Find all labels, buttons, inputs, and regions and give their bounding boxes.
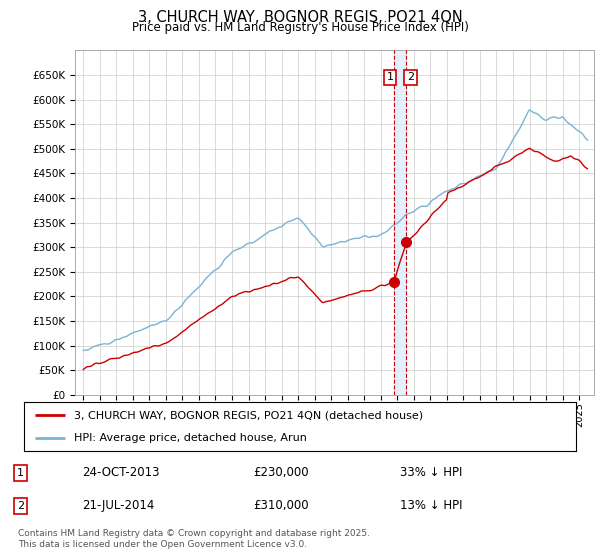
Text: Price paid vs. HM Land Registry's House Price Index (HPI): Price paid vs. HM Land Registry's House … xyxy=(131,21,469,34)
Text: 1: 1 xyxy=(386,72,394,82)
Text: 3, CHURCH WAY, BOGNOR REGIS, PO21 4QN: 3, CHURCH WAY, BOGNOR REGIS, PO21 4QN xyxy=(137,10,463,25)
Text: 3, CHURCH WAY, BOGNOR REGIS, PO21 4QN (detached house): 3, CHURCH WAY, BOGNOR REGIS, PO21 4QN (d… xyxy=(74,410,423,420)
Text: £230,000: £230,000 xyxy=(253,466,308,479)
Text: 2: 2 xyxy=(407,72,414,82)
Bar xyxy=(394,50,406,395)
Text: 24-OCT-2013: 24-OCT-2013 xyxy=(82,466,160,479)
Text: HPI: Average price, detached house, Arun: HPI: Average price, detached house, Arun xyxy=(74,433,307,442)
Text: 1: 1 xyxy=(17,468,24,478)
Text: Contains HM Land Registry data © Crown copyright and database right 2025.
This d: Contains HM Land Registry data © Crown c… xyxy=(18,529,370,549)
Text: 13% ↓ HPI: 13% ↓ HPI xyxy=(400,500,463,512)
Text: 21-JUL-2014: 21-JUL-2014 xyxy=(82,500,155,512)
Text: 33% ↓ HPI: 33% ↓ HPI xyxy=(400,466,463,479)
Text: £310,000: £310,000 xyxy=(253,500,308,512)
Text: 2: 2 xyxy=(17,501,24,511)
